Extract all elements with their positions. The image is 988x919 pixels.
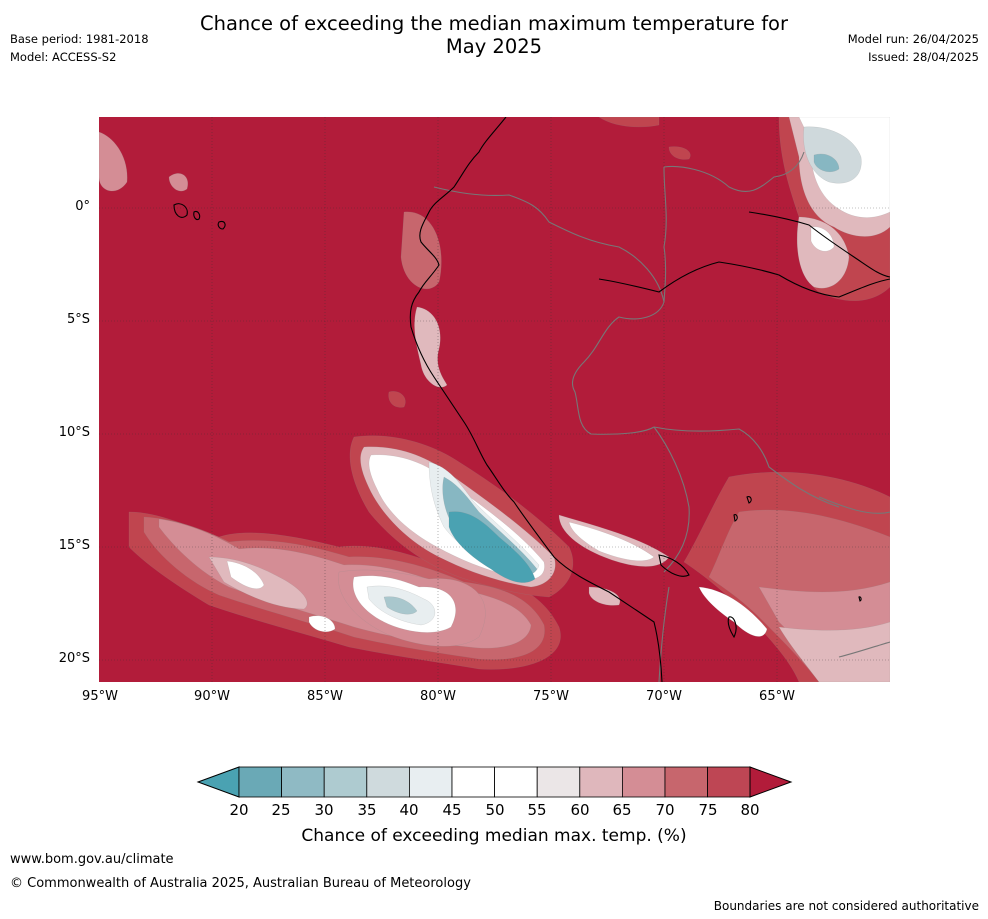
- cb-tick-55: 55: [527, 801, 547, 819]
- colorbar-cell-70-75: [664, 766, 708, 798]
- model-run-text: Model run: 26/04/2025: [847, 32, 979, 46]
- cb-tick-20: 20: [229, 801, 249, 819]
- colorbar-cell-55-60: [536, 766, 581, 798]
- colorbar-cells: [238, 766, 751, 798]
- colorbar-cell-40-45: [408, 766, 453, 798]
- lon-label-90w: 90°W: [194, 689, 230, 704]
- contour-50-ne-lower: [810, 226, 835, 252]
- model-text: Model: ACCESS-S2: [10, 50, 117, 64]
- island-2: [193, 211, 201, 221]
- contour-65-spot-1: [168, 173, 188, 192]
- title-line-1: Chance of exceeding the median maximum t…: [199, 12, 789, 35]
- lon-label-65w: 65°W: [759, 689, 795, 704]
- colorbar-cell-25-30: [281, 766, 325, 798]
- contour-65-spot-2: [99, 131, 128, 192]
- border-peru-brazil: [571, 301, 665, 435]
- title-line-2: May 2025: [445, 35, 543, 58]
- cb-tick-35: 35: [357, 801, 377, 819]
- coastline-north-sa: [748, 211, 890, 278]
- contour-35-ne: [803, 126, 862, 184]
- contour-white-spot: [308, 615, 336, 632]
- colorbar-cell-60-65: [579, 766, 623, 798]
- map-title: Chance of exceeding the median maximum t…: [0, 12, 988, 58]
- graticule: [99, 117, 890, 682]
- footer-url[interactable]: www.bom.gov.au/climate: [10, 852, 174, 867]
- contour-75-spot-4: [598, 117, 660, 128]
- contour-75-spot-5: [668, 146, 691, 160]
- contour-25-ne: [813, 153, 840, 172]
- border-chile-argentina: [658, 586, 670, 682]
- cb-tick-60: 60: [570, 801, 590, 819]
- lat-label-15s: 15°S: [58, 538, 90, 553]
- lake-titicaca: [658, 554, 690, 577]
- contour-75-spot-3: [388, 391, 406, 408]
- footer-copyright: © Commonwealth of Australia 2025, Austra…: [10, 876, 471, 891]
- lon-label-70w: 70°W: [646, 689, 682, 704]
- cb-tick-65: 65: [612, 801, 632, 819]
- island-6: [727, 616, 737, 639]
- colorbar-under-arrow: [196, 766, 240, 798]
- cb-tick-50: 50: [485, 801, 505, 819]
- border-brazil-bolivia: [653, 426, 840, 508]
- contour-60-islet: [588, 586, 621, 606]
- coastlines: [173, 117, 890, 682]
- contour-60-ne-lower: [796, 216, 850, 289]
- island-4: [746, 496, 752, 504]
- contour-60-north-coast: [414, 306, 448, 388]
- lat-label-10s: 10°S: [58, 425, 90, 440]
- contour-50-streak: [568, 521, 655, 561]
- border-brazil-guyana: [663, 166, 667, 303]
- contour-60-se: [778, 621, 890, 682]
- colorbar-cell-75-80: [707, 766, 751, 798]
- contour-white-south-band-w: [226, 560, 265, 589]
- cb-tick-25: 25: [271, 801, 291, 819]
- metadata-left: Base period: 1981-2018 Model: ACCESS-S2: [10, 30, 149, 66]
- island-7: [858, 596, 862, 602]
- colorbar: [196, 766, 793, 798]
- colorbar-cell-45-50: [451, 766, 495, 798]
- coastline-amazon: [598, 261, 890, 298]
- border-colombia-ecuador: [433, 186, 665, 303]
- border-venezuela: [663, 151, 805, 192]
- contour-30-central: [383, 596, 418, 615]
- map-svg: [99, 117, 890, 682]
- colorbar-cell-30-35: [323, 766, 368, 798]
- colorbar-cell-65-70: [621, 766, 666, 798]
- lon-label-95w: 95°W: [82, 689, 118, 704]
- footer-disclaimer: Boundaries are not considered authoritat…: [713, 899, 979, 913]
- lon-label-75w: 75°W: [533, 689, 569, 704]
- lat-label-5s: 5°S: [66, 312, 90, 327]
- colorbar-cell-50-55: [494, 766, 538, 798]
- metadata-right: Model run: 26/04/2025 Issued: 28/04/2025: [848, 30, 979, 66]
- lon-label-80w: 80°W: [420, 689, 456, 704]
- cb-tick-75: 75: [698, 801, 718, 819]
- map-area: [99, 117, 890, 682]
- colorbar-cell-35-40: [366, 766, 410, 798]
- contour-50-se-streak: [698, 586, 768, 637]
- cb-tick-80: 80: [740, 801, 760, 819]
- colorbar-label: Chance of exceeding median max. temp. (%…: [301, 826, 687, 846]
- lon-label-85w: 85°W: [307, 689, 343, 704]
- colorbar-over-arrow: [749, 766, 793, 798]
- border-bolivia-w: [653, 426, 690, 573]
- base-period-text: Base period: 1981-2018: [10, 32, 149, 46]
- lat-label-20s: 20°S: [58, 651, 90, 666]
- cb-tick-45: 45: [442, 801, 462, 819]
- island-1: [173, 203, 188, 218]
- lat-label-0: 0°: [75, 199, 90, 214]
- border-paraguay: [818, 496, 890, 514]
- cb-tick-70: 70: [655, 801, 675, 819]
- issued-text: Issued: 28/04/2025: [868, 50, 979, 64]
- cb-tick-40: 40: [399, 801, 419, 819]
- colorbar-cell-20-25: [238, 766, 282, 798]
- border-paraguay-s: [838, 641, 890, 658]
- island-3: [217, 221, 226, 230]
- coastline-west-sa: [409, 117, 663, 682]
- country-borders: [433, 151, 890, 682]
- cb-tick-30: 30: [314, 801, 334, 819]
- island-5: [733, 514, 738, 522]
